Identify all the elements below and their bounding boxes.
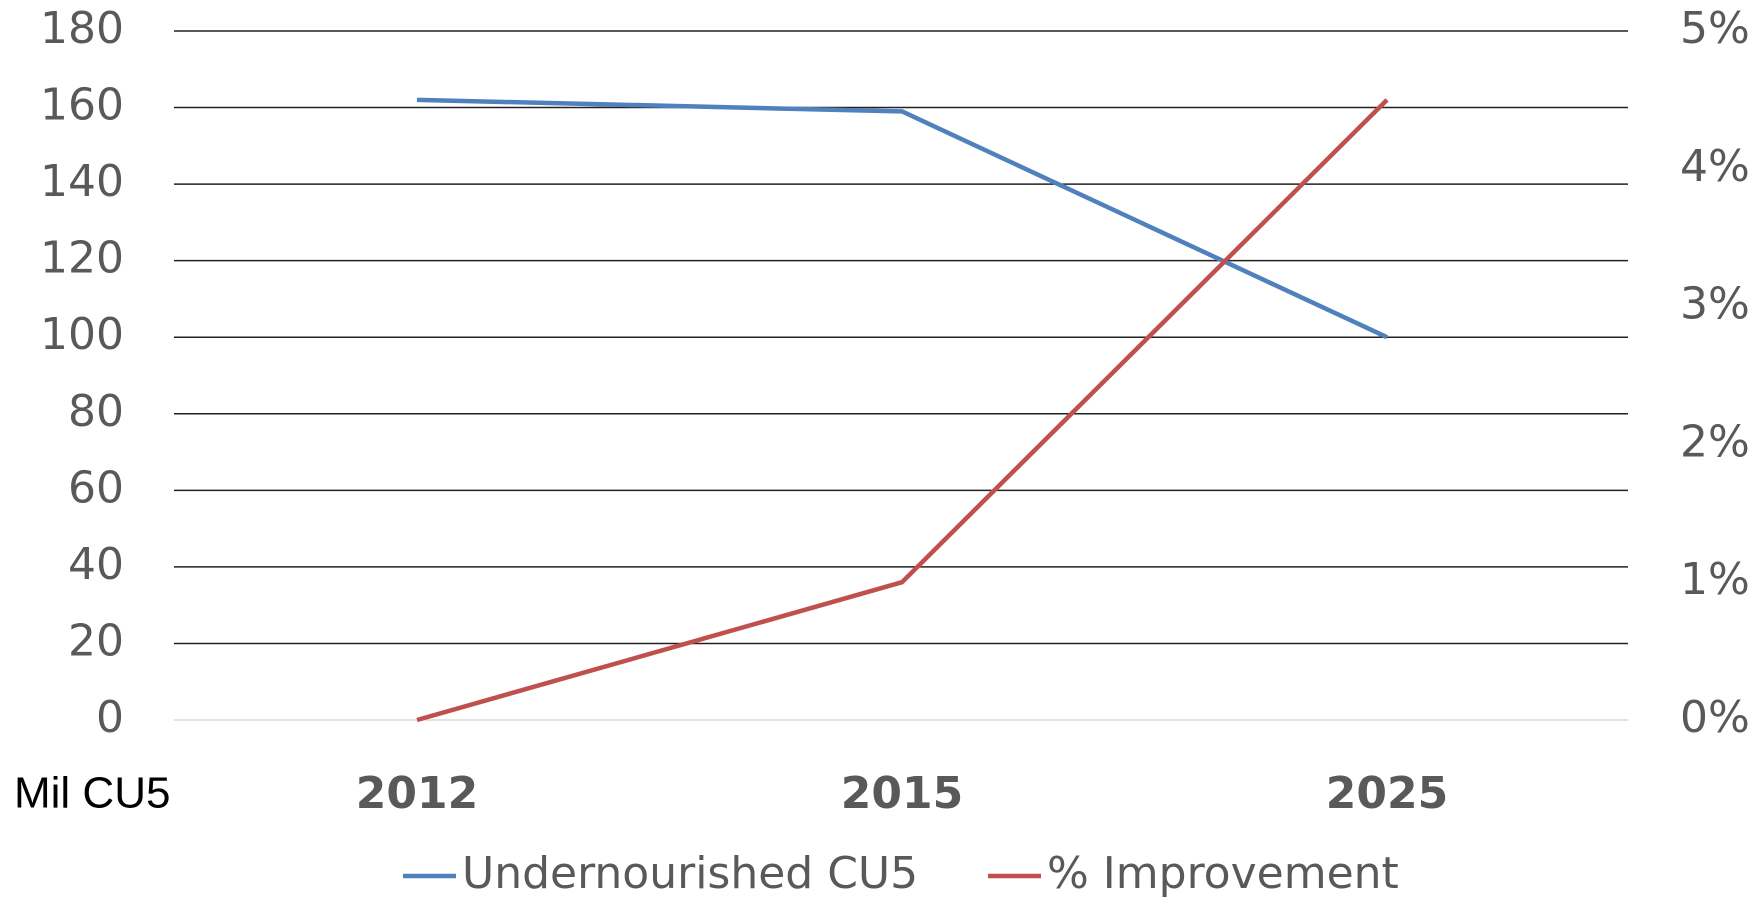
series-line bbox=[416, 97, 1388, 340]
y-tick-label: 80 bbox=[68, 386, 124, 437]
y-tick-label: 120 bbox=[40, 233, 124, 284]
series-line bbox=[416, 98, 1389, 723]
legend-label: Undernourished CU5 bbox=[462, 848, 918, 899]
y2-tick-label: 0% bbox=[1680, 692, 1750, 743]
y-tick-label: 40 bbox=[68, 539, 124, 590]
y-tick-label: 180 bbox=[40, 3, 124, 54]
y2-tick-label: 4% bbox=[1680, 141, 1750, 192]
y2-tick-label: 5% bbox=[1680, 3, 1750, 54]
x-tick-label: 2025 bbox=[1326, 768, 1448, 819]
x-tick-label: 2015 bbox=[841, 768, 963, 819]
y-axis-label: Mil CU5 bbox=[14, 769, 170, 818]
y-tick-label: 100 bbox=[40, 309, 124, 360]
y-tick-label: 140 bbox=[40, 156, 124, 207]
y-tick-label: 0 bbox=[96, 692, 124, 743]
y2-tick-label: 2% bbox=[1680, 416, 1750, 467]
y2-tick-label: 3% bbox=[1680, 279, 1750, 330]
legend-label: % Improvement bbox=[1047, 848, 1399, 899]
y2-tick-label: 1% bbox=[1680, 554, 1750, 605]
x-tick-label: 2012 bbox=[356, 768, 478, 819]
y-tick-label: 160 bbox=[40, 80, 124, 131]
y-tick-label: 20 bbox=[68, 615, 124, 666]
y-tick-label: 60 bbox=[68, 462, 124, 513]
